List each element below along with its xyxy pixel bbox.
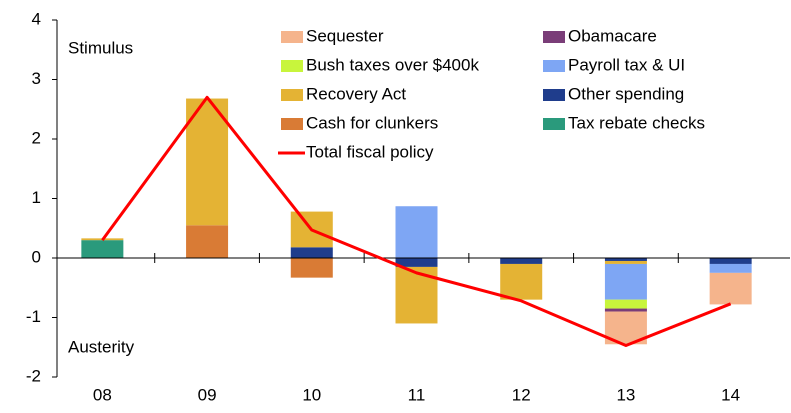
legend-swatch xyxy=(281,89,303,101)
legend-swatch xyxy=(543,118,565,130)
y-tick-label: 3 xyxy=(32,69,41,88)
legend-label: Tax rebate checks xyxy=(568,113,705,132)
bar-segment xyxy=(604,299,647,309)
legend-swatch xyxy=(281,60,303,72)
x-tick-label: 13 xyxy=(616,385,635,404)
y-tick-label: 1 xyxy=(32,188,41,207)
annotation: Austerity xyxy=(68,337,135,356)
y-tick-label: 2 xyxy=(32,128,41,147)
legend-label: Other spending xyxy=(568,84,684,103)
x-tick-label: 12 xyxy=(512,385,531,404)
bar-segment xyxy=(604,308,647,312)
x-tick-label: 11 xyxy=(408,385,426,404)
bar-segment xyxy=(500,263,543,300)
x-tick-label: 08 xyxy=(93,385,112,404)
y-tick-label: 0 xyxy=(32,247,41,266)
legend-swatch xyxy=(543,60,565,72)
line-series xyxy=(101,95,732,347)
bar-segment xyxy=(709,258,752,264)
bar-segment xyxy=(290,247,333,258)
legend-swatch xyxy=(281,31,303,43)
y-tick-label: -1 xyxy=(26,307,41,326)
legend-swatch xyxy=(543,31,565,43)
y-tick-label: -2 xyxy=(26,366,41,385)
bar-segment xyxy=(709,263,752,273)
legend-label: Obamacare xyxy=(568,26,657,45)
bar-segment xyxy=(500,258,543,264)
legend-label: Recovery Act xyxy=(306,84,406,103)
x-tick-label: 14 xyxy=(721,385,740,404)
bar-segment xyxy=(290,258,333,278)
legend-label: Total fiscal policy xyxy=(306,142,434,161)
bar-segment xyxy=(395,206,438,258)
legend-label: Bush taxes over $400k xyxy=(306,55,479,74)
legend-swatch xyxy=(543,89,565,101)
bar-segment xyxy=(186,225,229,258)
bar-segment xyxy=(186,98,229,226)
bar-segment xyxy=(604,258,647,261)
x-tick-label: 10 xyxy=(302,385,321,404)
legend-label: Cash for clunkers xyxy=(306,113,438,132)
bar-segment xyxy=(604,263,647,300)
bar-segment xyxy=(81,240,124,258)
bar-segment xyxy=(604,260,647,264)
x-tick-label: 09 xyxy=(198,385,217,404)
y-tick-label: 4 xyxy=(32,9,41,28)
legend-label: Sequester xyxy=(306,26,384,45)
bar-segment xyxy=(709,272,752,305)
legend-swatch xyxy=(281,118,303,130)
annotation: Stimulus xyxy=(68,38,133,57)
bar-segment xyxy=(395,258,438,267)
legend-label: Payroll tax & UI xyxy=(568,55,685,74)
